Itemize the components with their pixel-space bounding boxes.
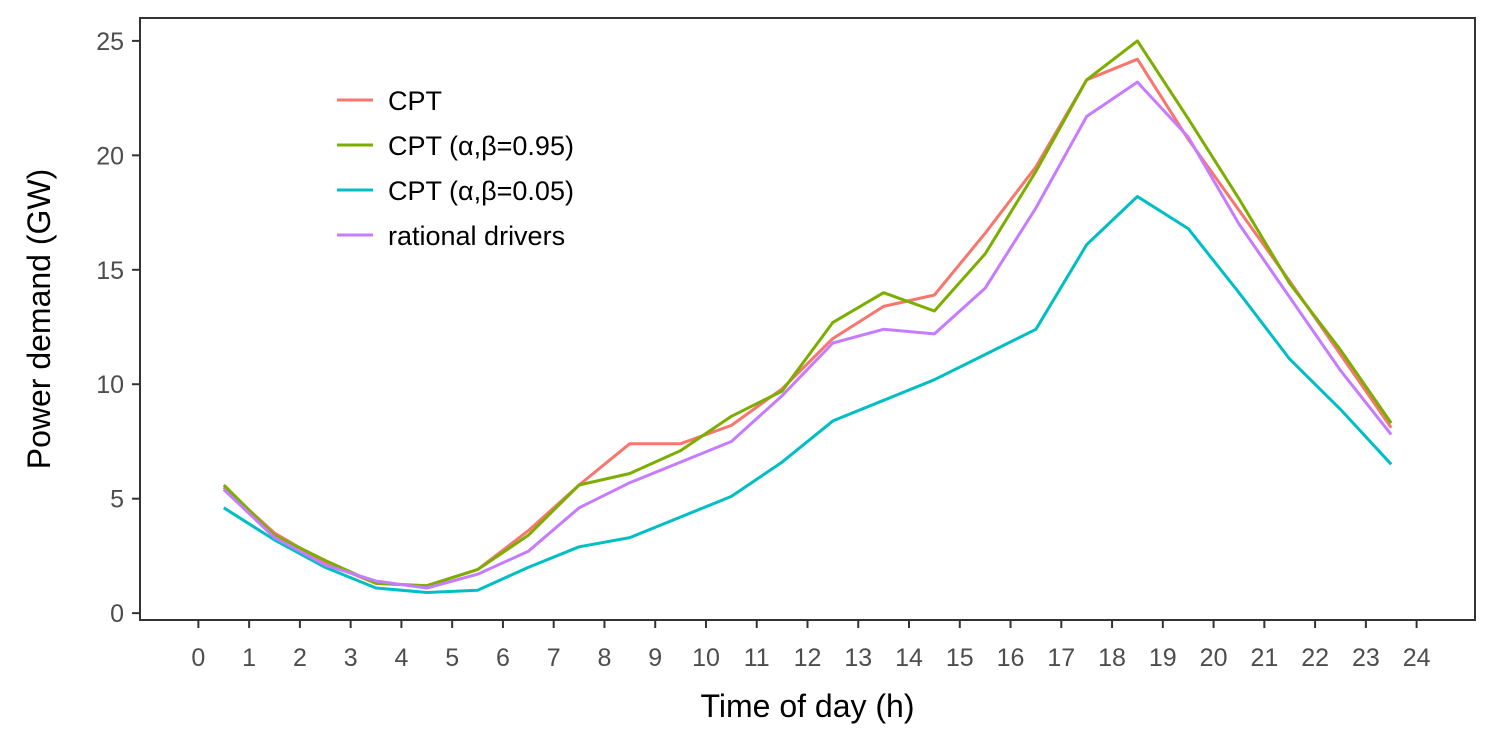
x-tick-label: 10	[692, 644, 720, 672]
y-axis-title: Power demand (GW)	[21, 169, 57, 470]
legend-label-0: CPT	[388, 86, 442, 116]
y-axis: 0 5 10 15 20 25	[96, 28, 140, 628]
x-tick-label: 5	[445, 644, 459, 672]
x-tick-label: 14	[895, 644, 923, 672]
plot-lines	[222, 39, 1393, 594]
x-tick-label: 15	[946, 644, 974, 672]
x-tick-label: 11	[744, 644, 770, 672]
x-tick-label: 21	[1250, 644, 1278, 672]
x-tick-label: 17	[1047, 644, 1075, 672]
x-tick-label: 0	[191, 644, 205, 672]
x-tick-label: 22	[1301, 644, 1329, 672]
x-tick-label: 1	[242, 644, 256, 672]
x-tick-label: 19	[1149, 644, 1177, 672]
series-line-2	[222, 195, 1393, 594]
x-axis: 0 1 2 3 4 5 6 7 8 9 10 11 12 13 14 15 16 17 18 19 20 21 22 23 24	[191, 620, 1431, 672]
x-tick-label: 6	[496, 644, 510, 672]
plot-panel-border	[139, 17, 1476, 621]
x-tick-label: 13	[844, 644, 872, 672]
y-tick-label: 10	[96, 371, 124, 399]
x-tick-label: 16	[997, 644, 1025, 672]
y-tick-label: 15	[96, 257, 124, 285]
x-axis-title: Time of day (h)	[701, 688, 915, 724]
y-tick-label: 20	[96, 142, 124, 170]
x-tick-label: 7	[547, 644, 561, 672]
legend: CPT CPT (α,β=0.95) CPT (α,β=0.05) rational …	[337, 86, 574, 251]
x-tick-label: 20	[1200, 644, 1228, 672]
y-tick-label: 25	[96, 28, 124, 56]
x-tick-label: 8	[598, 644, 612, 672]
x-tick-label: 18	[1098, 644, 1126, 672]
x-tick-label: 12	[794, 644, 822, 672]
x-tick-label: 2	[293, 644, 307, 672]
x-tick-label: 4	[394, 644, 408, 672]
y-tick-label: 0	[110, 600, 124, 628]
x-tick-label: 3	[344, 644, 358, 672]
legend-label-2: CPT (α,β=0.05)	[388, 176, 574, 206]
legend-label-1: CPT (α,β=0.95)	[388, 131, 574, 161]
series-line-3	[222, 80, 1393, 590]
series-line-1	[222, 39, 1393, 588]
x-tick-label: 23	[1352, 644, 1380, 672]
y-tick-label: 5	[110, 486, 124, 514]
x-tick-label: 24	[1403, 644, 1431, 672]
x-tick-label: 9	[648, 644, 662, 672]
legend-label-3: rational drivers	[388, 221, 565, 251]
